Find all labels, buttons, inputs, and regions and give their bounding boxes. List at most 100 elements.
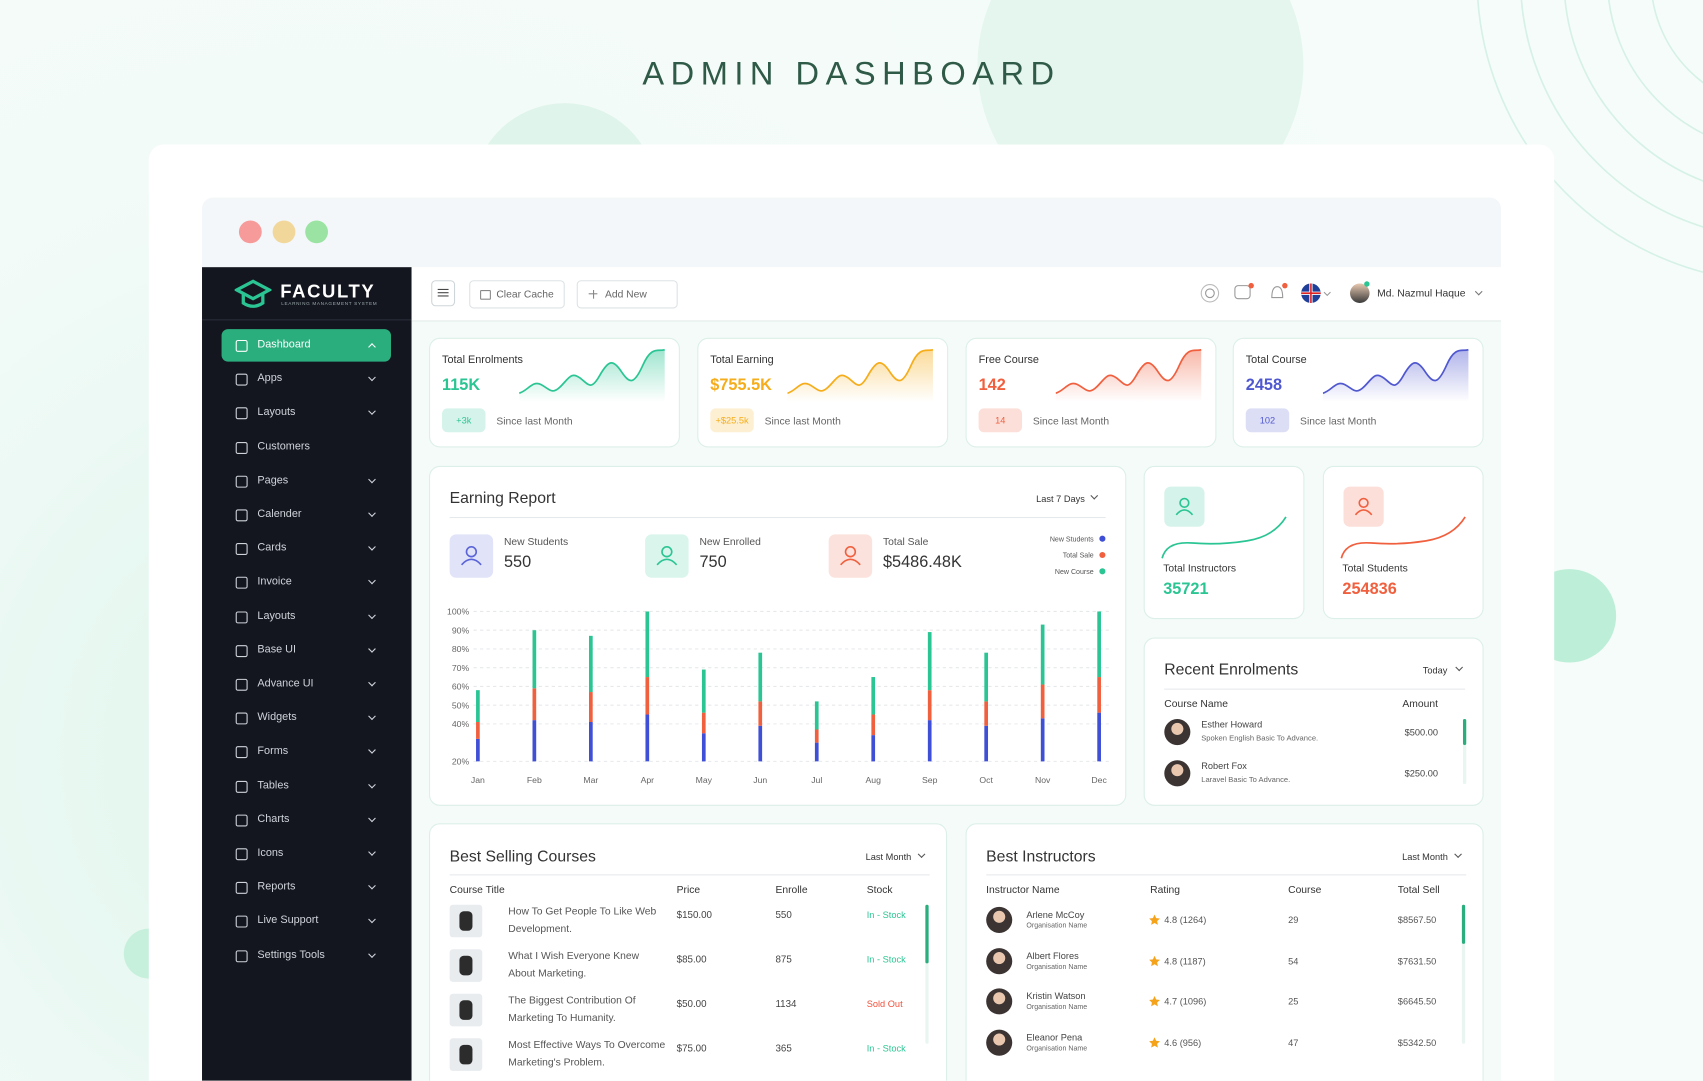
chevron	[368, 746, 376, 755]
bar-segment	[476, 738, 480, 762]
menu-item[interactable]: Dashboard	[257, 338, 311, 351]
avatar	[986, 947, 1013, 974]
x-tick-label: Jul	[811, 775, 822, 785]
sparkline-line	[519, 348, 665, 395]
stat-card: Total Enrolments 115K +3k Since last Month	[429, 337, 680, 448]
chevron	[1454, 850, 1462, 859]
icon-shape	[656, 558, 678, 566]
period-select[interactable]: Last Month	[1402, 851, 1448, 863]
sparkline-line	[1322, 348, 1469, 395]
brand-tagline: LEARNING MANAGEMENT SYSTEM	[281, 300, 378, 307]
menu-item[interactable]: Forms	[257, 745, 289, 758]
stat-title: Total Course	[1245, 354, 1307, 367]
menu-item[interactable]: Advance UI	[257, 677, 314, 690]
course-thumbnail	[449, 904, 483, 938]
menu-item[interactable]: Invoice	[257, 576, 292, 589]
chevron	[368, 949, 376, 958]
bar-segment	[588, 635, 593, 693]
menu-item[interactable]: Reports	[257, 881, 296, 893]
bar-segment	[1097, 611, 1101, 678]
menu-icon	[235, 882, 248, 895]
price: $75.00	[676, 1042, 707, 1054]
bar-segment	[476, 722, 480, 739]
add-new-button[interactable]: Add New	[576, 280, 678, 309]
summary-card: Total Instructors 35721	[1143, 465, 1305, 620]
period-select[interactable]: Last Month	[865, 851, 912, 863]
stat-value: $755.5K	[710, 375, 772, 395]
period-select[interactable]: Last 7 Days	[1036, 493, 1085, 504]
menu-item[interactable]: Customers	[257, 440, 310, 453]
menu-item[interactable]: Cards	[257, 542, 287, 555]
logo-icon	[234, 279, 272, 308]
online-dot	[1364, 281, 1370, 287]
menu-item[interactable]: Base UI	[257, 643, 297, 656]
sparkline-line	[787, 348, 934, 395]
bar-segment	[927, 632, 932, 691]
menu-item[interactable]: Tables	[257, 779, 289, 792]
metric-label: New Students	[503, 536, 569, 549]
stat-change: 14	[995, 414, 1006, 426]
sidebar-divider	[202, 319, 412, 321]
menu-item[interactable]: Live Support	[257, 914, 319, 927]
icon-shape	[465, 546, 478, 558]
course-thumbnail	[449, 949, 483, 982]
chevron	[368, 678, 376, 687]
user-name[interactable]: Md. Nazmul Haque	[1377, 287, 1466, 300]
chevron	[1474, 287, 1483, 296]
course-name: Spoken English Basic To Advance.	[1201, 735, 1319, 743]
card-title: Recent Enrolments	[1164, 661, 1299, 679]
best-instructors-card: Best Instructors Last Month Instructor N…	[965, 823, 1484, 1081]
stat-value: 142	[978, 375, 1006, 395]
menu-icon	[235, 373, 248, 386]
trend-line	[1161, 516, 1287, 559]
sparkline	[1055, 348, 1202, 402]
menu-item[interactable]: Layouts	[257, 406, 296, 419]
metric-value: $5486.48K	[882, 552, 962, 572]
card-title: Best Instructors	[986, 848, 1096, 866]
menu-item[interactable]: Widgets	[257, 711, 297, 724]
bar-segment	[645, 611, 650, 678]
stat-title: Total Enrolments	[442, 354, 523, 367]
avatar	[986, 1029, 1013, 1056]
menu-icon	[235, 509, 248, 522]
period-select[interactable]: Today	[1422, 664, 1448, 676]
menu-item[interactable]: Layouts	[257, 609, 296, 622]
bar-segment	[984, 652, 989, 702]
rating: 4.6 (956)	[1164, 1036, 1202, 1048]
legend-label: Total Sale	[1063, 553, 1094, 560]
x-tick-label: Nov	[1035, 775, 1051, 785]
sparkline-line	[1055, 348, 1202, 395]
x-tick-label: Jan	[471, 775, 485, 785]
scroll-thumb	[1462, 718, 1467, 746]
bar-segment	[984, 701, 989, 726]
chevron	[368, 848, 376, 856]
metric-icon	[828, 534, 873, 578]
clear-cache-button[interactable]: Clear Cache	[469, 280, 565, 309]
menu-item[interactable]: Apps	[257, 372, 283, 385]
summary-card: Total Students 254836	[1322, 465, 1484, 620]
menu-item[interactable]: Calender	[257, 508, 302, 521]
rating: 4.7 (1096)	[1164, 995, 1207, 1007]
menu-item[interactable]: Icons	[257, 847, 284, 860]
menu-item[interactable]: Charts	[257, 813, 290, 826]
bar-segment	[758, 652, 763, 702]
scroll-track	[1461, 904, 1466, 1044]
star	[1149, 914, 1160, 925]
course-count: 25	[1288, 995, 1299, 1007]
user-avatar[interactable]	[1350, 283, 1370, 304]
y-tick-label: 50%	[452, 700, 470, 710]
chevron	[368, 543, 376, 551]
chevron	[368, 610, 376, 619]
student-name: Robert Fox	[1201, 760, 1247, 772]
star-icon	[1149, 995, 1160, 1007]
bar-segment	[1097, 712, 1101, 762]
course-thumbnail	[449, 1038, 483, 1071]
menu-toggle[interactable]	[431, 280, 456, 307]
menu-item[interactable]: Pages	[257, 474, 289, 487]
total-sell: $7631.50	[1397, 955, 1437, 967]
scroll-thumb	[1461, 904, 1466, 944]
card-title: Earning Report	[449, 489, 556, 508]
menu-icon	[235, 814, 248, 827]
stat-note: Since last Month	[764, 415, 841, 428]
menu-item[interactable]: Settings Tools	[257, 948, 325, 961]
